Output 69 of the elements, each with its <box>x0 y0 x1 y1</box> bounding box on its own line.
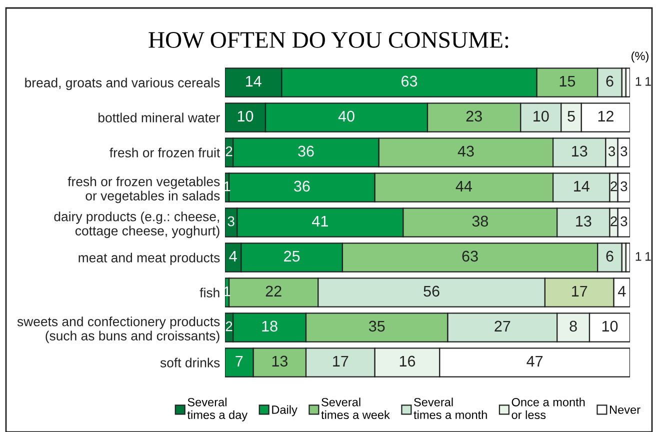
data-label: 17 <box>572 286 588 296</box>
data-label: 2 <box>610 181 617 192</box>
data-label: 27 <box>494 320 510 332</box>
y-tick-label: bread, groats and various cereals <box>25 78 220 90</box>
y-tick-label: meat and meat products <box>78 252 220 266</box>
data-label: 10 <box>238 110 254 122</box>
data-label: 63 <box>402 76 418 87</box>
data-label: 56 <box>424 286 440 297</box>
data-label: 23 <box>466 110 482 122</box>
data-label: 3 <box>620 216 628 226</box>
bar <box>625 68 630 98</box>
bar <box>625 242 630 272</box>
data-label: 36 <box>294 180 310 192</box>
data-label: 6 <box>606 76 614 87</box>
text: (%) <box>632 52 648 62</box>
chart-title: HOW OFTEN DO YOU CONSUME: <box>148 32 508 48</box>
data-label: 1 <box>636 77 642 86</box>
data-label: 1 <box>646 252 651 261</box>
legend-label: Never <box>610 406 640 414</box>
data-label: 8 <box>570 320 577 332</box>
y-tick-label: dairy products (e.g.: cheese, cottage cheese, yoghurt) <box>54 212 220 238</box>
y-tick-label: fish <box>200 288 220 298</box>
data-label: 2 <box>610 216 617 226</box>
data-label: 1 <box>646 77 651 86</box>
data-label: 10 <box>602 320 618 332</box>
data-label: 47 <box>526 356 543 366</box>
data-label: 14 <box>246 76 262 86</box>
data-label: 17 <box>333 356 348 366</box>
data-label: 12 <box>598 110 614 122</box>
data-label: 22 <box>266 286 282 296</box>
data-label: 41 <box>312 216 328 226</box>
legend-label: Several times a day <box>187 398 248 422</box>
data-label: 1 <box>636 252 642 261</box>
data-label: 35 <box>368 320 385 332</box>
data-label: 63 <box>462 250 478 262</box>
data-label: 6 <box>606 250 614 262</box>
data-label: 2 <box>226 146 232 156</box>
data-label: 3 <box>228 216 234 226</box>
data-label: 43 <box>458 146 474 157</box>
legend-label: Once a month or less <box>512 398 585 420</box>
y-tick-label: sweets and confectionery products (such as buns and croissants) <box>17 316 220 344</box>
y-tick-label: bottled mineral water <box>98 112 220 122</box>
data-label: 36 <box>298 146 314 157</box>
data-label: 10 <box>534 110 549 122</box>
data-label: 13 <box>576 216 592 227</box>
data-label: 4 <box>618 286 626 296</box>
data-label: 3 <box>620 146 628 156</box>
data-label: 5 <box>568 110 575 122</box>
data-label: 13 <box>572 146 588 157</box>
legend-label: Several times a month <box>414 398 487 420</box>
data-label: 16 <box>400 356 416 367</box>
data-label: 7 <box>236 356 243 366</box>
data-label: 25 <box>284 250 300 262</box>
data-label: 38 <box>472 216 488 227</box>
data-label: 15 <box>560 76 576 87</box>
data-label: 18 <box>262 320 278 332</box>
data-label: 4 <box>229 250 237 262</box>
y-tick-label: fresh or frozen vegetables or vegetables in salads <box>68 176 220 204</box>
data-label: 3 <box>608 146 616 156</box>
legend-label: Several times a week <box>321 398 390 420</box>
y-tick-label: soft drinks <box>160 358 220 368</box>
data-label: 13 <box>272 356 288 367</box>
data-label: 3 <box>620 181 628 192</box>
data-label: 14 <box>574 180 590 192</box>
y-tick-label: fresh or frozen fruit <box>110 148 220 158</box>
data-label: 40 <box>338 110 354 122</box>
data-label: 44 <box>456 180 472 192</box>
data-label: 2 <box>226 321 232 332</box>
legend-label: Daily <box>272 405 298 416</box>
